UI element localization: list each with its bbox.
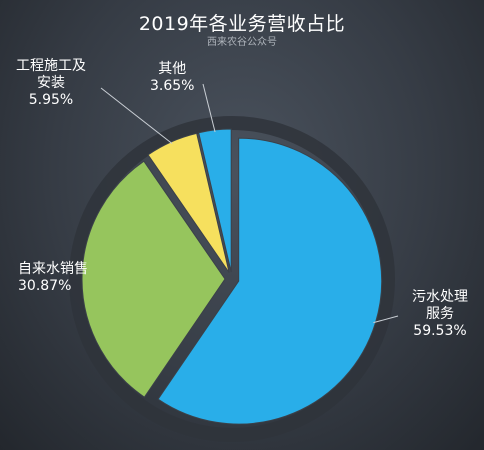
slice-water-sales — [81, 160, 226, 398]
leader-line — [202, 83, 216, 133]
chart-subtitle: 西来农谷公众号 — [207, 37, 277, 48]
slice-name-line: 安装 — [37, 75, 65, 91]
slice-percent: 59.53% — [413, 323, 467, 339]
slice-percent: 30.87% — [18, 278, 72, 294]
slice-percent: 5.95% — [28, 92, 74, 108]
slice-label-other: 其他 3.65% — [150, 61, 194, 95]
slice-label-water-sales: 自来水销售 30.87% — [18, 261, 88, 295]
slice-percent: 3.65% — [150, 78, 195, 94]
leader-line — [100, 87, 173, 145]
slice-name-line: 服务 — [426, 306, 454, 322]
slice-sewage-service — [157, 137, 383, 425]
slice-name-line: 自来水销售 — [18, 261, 88, 277]
slice-name-line: 污水处理 — [412, 289, 468, 305]
slice-name-line: 其他 — [158, 61, 187, 77]
leader-line — [373, 315, 399, 324]
chart-title: 2019年各业务营收占比 — [138, 13, 346, 35]
slice-label-engineering: 工程施工及 安装 5.95% — [16, 58, 86, 109]
pie-shadow-ring — [69, 116, 395, 442]
slice-name-line: 工程施工及 — [16, 58, 86, 74]
slice-engineering — [147, 132, 230, 273]
slice-label-sewage: 污水处理 服务 59.53% — [412, 289, 468, 340]
